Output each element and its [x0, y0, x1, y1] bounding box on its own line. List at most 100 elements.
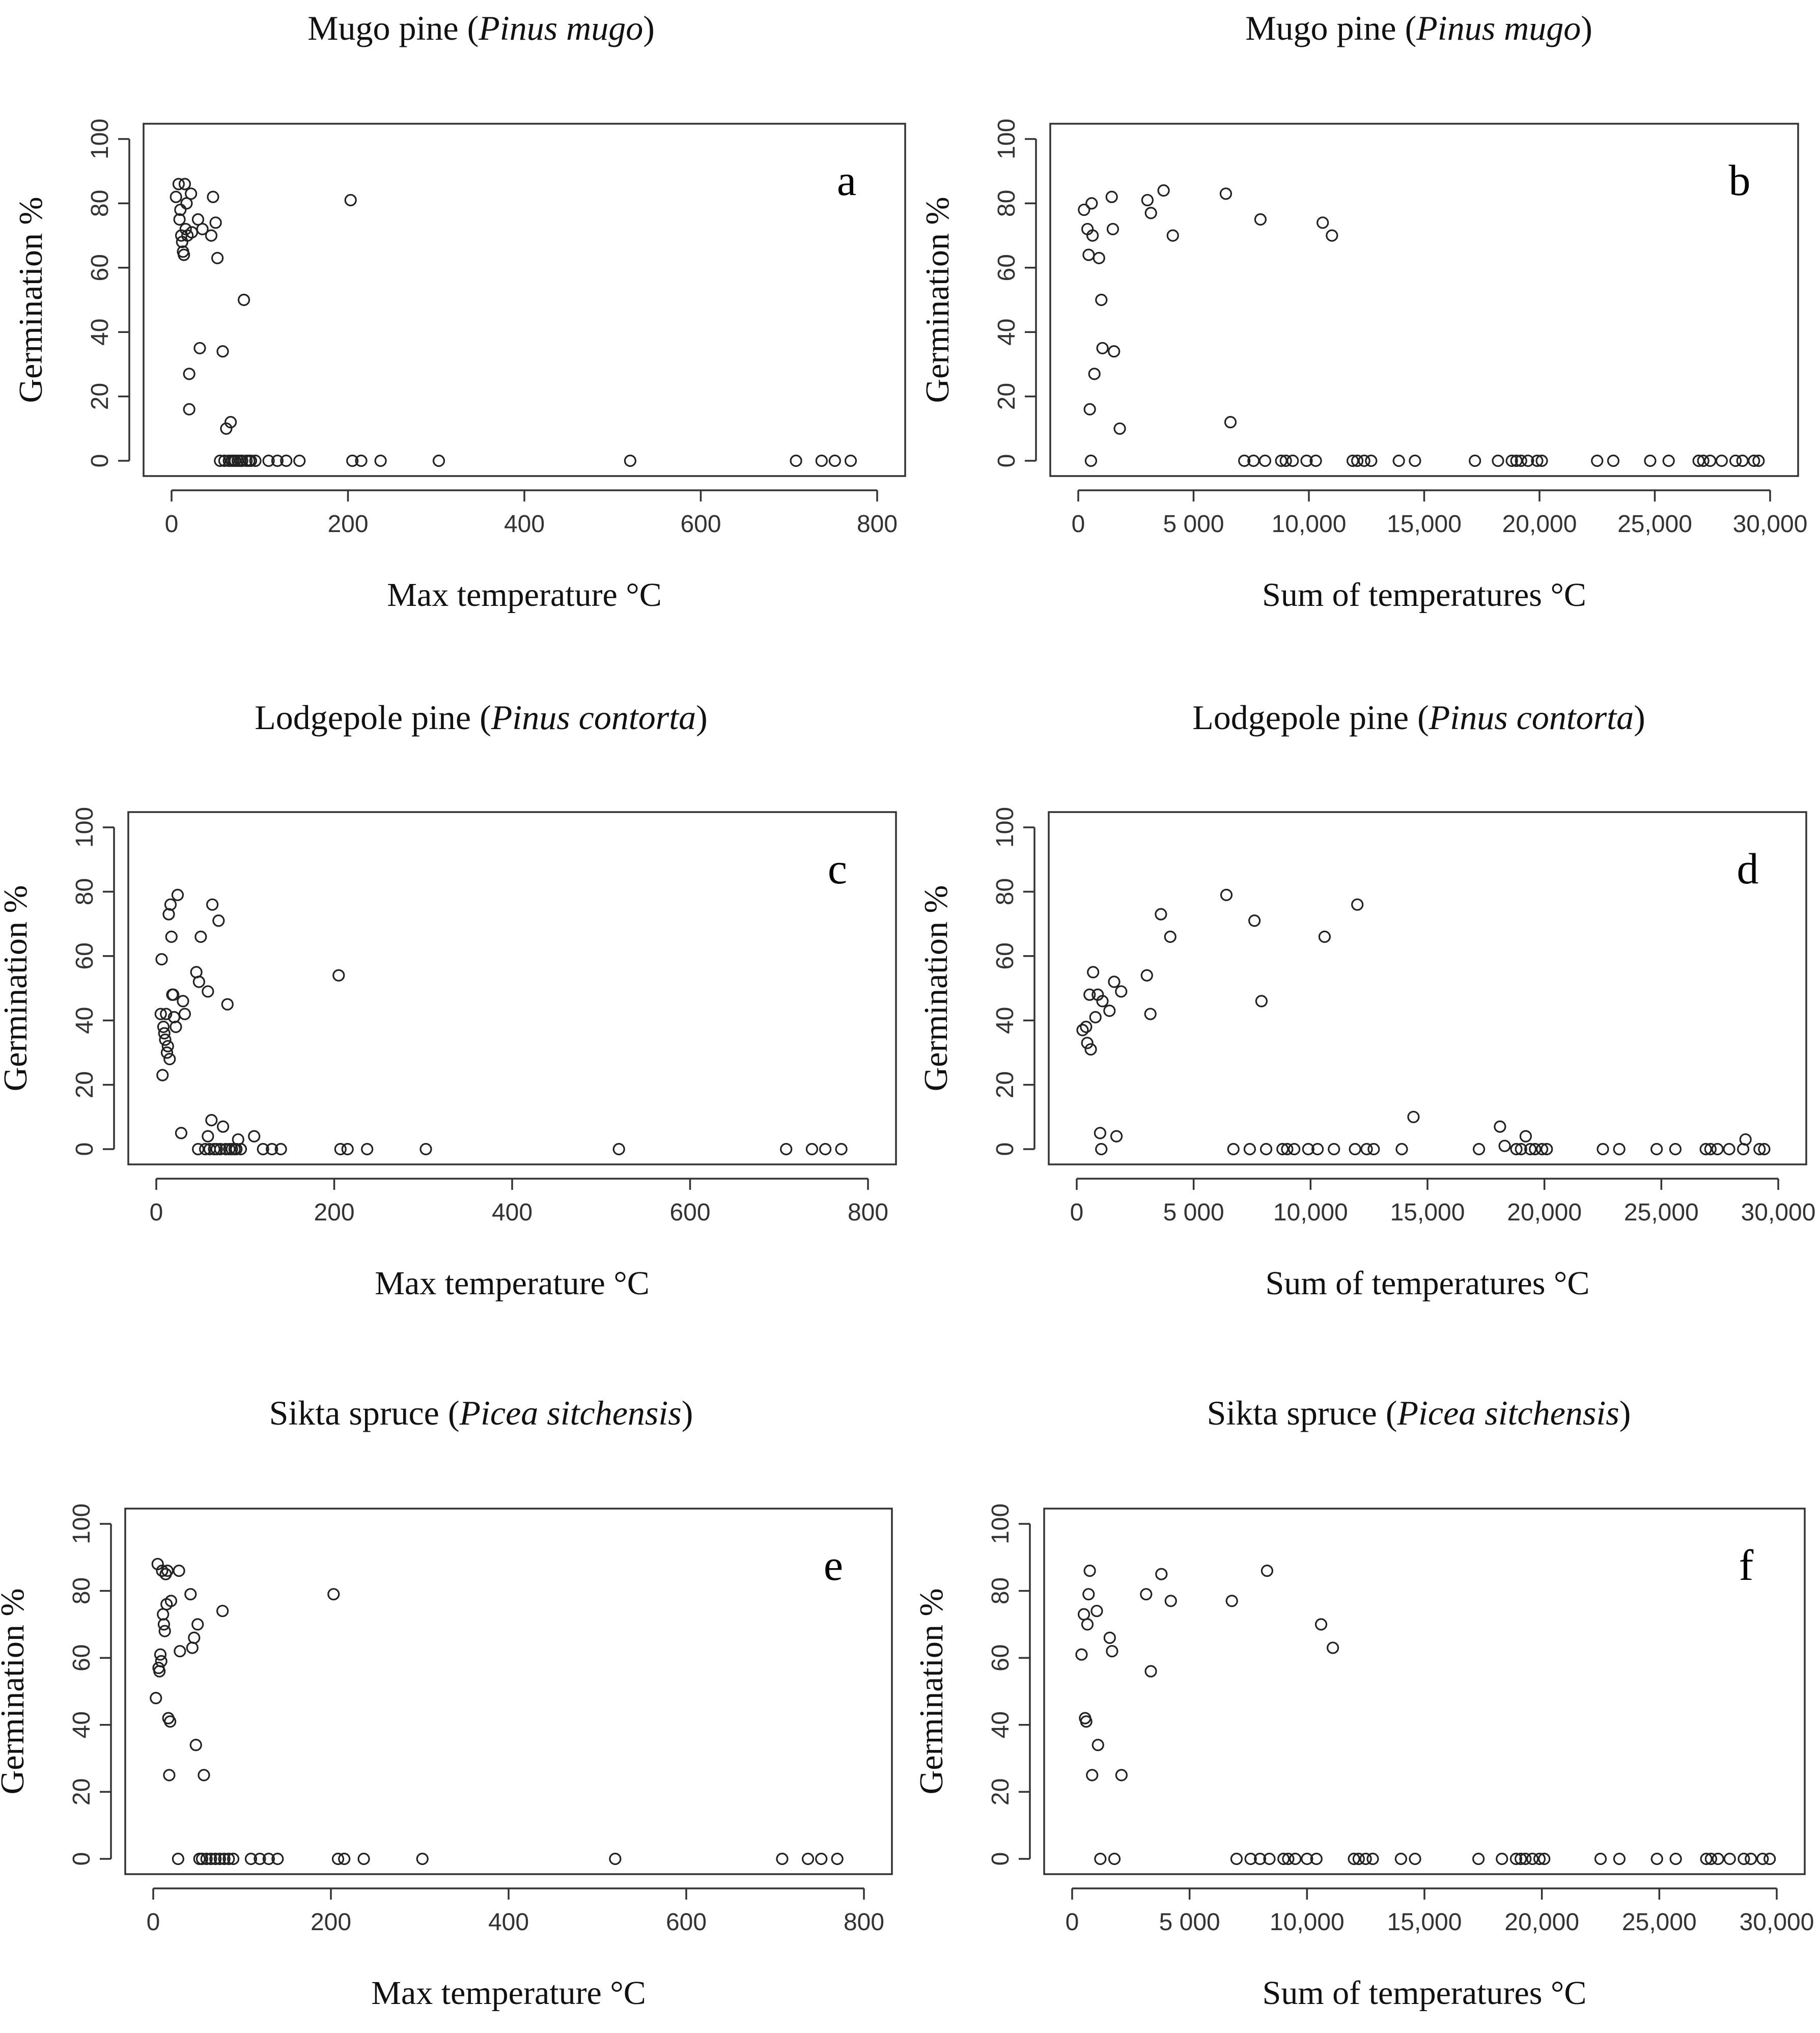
- data-point: [1094, 1127, 1107, 1139]
- y-tick-label: 100: [992, 807, 1019, 848]
- x-tick-label: 20,000: [1507, 1199, 1582, 1226]
- data-point: [1395, 1143, 1408, 1156]
- data-point: [211, 252, 224, 264]
- title-prefix: Mugo pine (: [307, 9, 479, 47]
- data-point: [179, 222, 192, 236]
- data-point: [1078, 203, 1090, 216]
- data-point: [1712, 1852, 1724, 1865]
- data-point: [374, 454, 387, 467]
- x-tick-label: 200: [327, 511, 368, 538]
- data-point: [1084, 1043, 1097, 1056]
- data-point: [331, 1852, 345, 1865]
- y-tick-label: 40: [87, 319, 114, 346]
- data-point: [780, 1143, 793, 1156]
- data-point: [624, 454, 637, 467]
- data-point: [237, 293, 250, 307]
- data-point: [1538, 1852, 1551, 1865]
- panel-a: Mugo pine (Pinus mugo) 0 200 400 600 800 0 20 40…: [12, 9, 906, 614]
- y-tick-label: 80: [992, 878, 1019, 905]
- data-point: [1309, 454, 1322, 467]
- data-point: [293, 454, 306, 467]
- x-tick-label: 15,000: [1387, 1909, 1462, 1936]
- data-point: [1736, 454, 1749, 467]
- title-prefix: Lodgepole pine (: [255, 698, 491, 737]
- data-point: [178, 248, 190, 261]
- data-point: [1281, 1143, 1294, 1156]
- data-point: [1745, 1852, 1757, 1865]
- data-point: [266, 1143, 278, 1156]
- data-point: [262, 454, 275, 467]
- data-point: [1613, 1852, 1626, 1865]
- data-point: [1349, 1143, 1361, 1156]
- data-point: [1085, 197, 1098, 210]
- data-point: [1115, 1769, 1128, 1781]
- data-point: [1258, 454, 1272, 467]
- data-point: [257, 1143, 269, 1156]
- data-point: [194, 930, 207, 943]
- data-point: [1277, 1852, 1290, 1865]
- y-tick-label: 40: [68, 1711, 95, 1738]
- panel-c: Lodgepole pine (Pinus contorta)0 200 400 60…: [0, 698, 897, 1302]
- x-tick-label: 25,000: [1624, 1199, 1699, 1226]
- data-point: [1739, 1133, 1752, 1146]
- data-points: [170, 178, 857, 467]
- x-axis-title: Sum of temperatures °C: [1266, 1265, 1590, 1302]
- y-axis-title: Germination %: [913, 1588, 950, 1794]
- data-point: [1289, 1852, 1302, 1865]
- data-point: [334, 1143, 347, 1156]
- y-tick-label: 100: [987, 1503, 1014, 1544]
- data-point: [1763, 1852, 1776, 1865]
- data-point: [1261, 1565, 1274, 1577]
- data-point: [609, 1852, 622, 1865]
- data-point: [254, 1852, 266, 1865]
- data-point: [180, 197, 193, 210]
- data-point: [157, 1608, 170, 1621]
- x-tick-label: 400: [488, 1909, 529, 1936]
- data-point: [158, 1027, 171, 1040]
- data-point: [1541, 1143, 1553, 1156]
- x-tick-label: 200: [311, 1909, 351, 1936]
- y-tick-label: 40: [993, 319, 1020, 346]
- y-tick-label: 20: [993, 383, 1020, 410]
- x-tick-label: 15,000: [1390, 1199, 1465, 1226]
- data-point: [1081, 1618, 1094, 1631]
- x-tick-label: 10,000: [1272, 511, 1347, 538]
- data-point: [1515, 454, 1527, 467]
- data-point: [178, 1008, 191, 1020]
- data-point: [1225, 1595, 1238, 1607]
- data-point: [1498, 1139, 1511, 1152]
- y-tick-label: 0: [68, 1852, 95, 1866]
- data-point: [1650, 1852, 1663, 1865]
- data-point: [212, 914, 225, 927]
- data-point: [1076, 1024, 1089, 1037]
- data-point: [1348, 1852, 1360, 1865]
- data-point: [1301, 1852, 1313, 1865]
- data-point: [192, 976, 205, 988]
- data-point: [163, 1052, 176, 1066]
- data-point: [1090, 1604, 1103, 1618]
- data-points: [1078, 184, 1765, 467]
- data-point: [1317, 216, 1329, 229]
- data-point: [1758, 1143, 1771, 1156]
- panel-title: Sikta spruce (Picea sitchensis): [269, 1394, 693, 1432]
- data-point: [172, 178, 185, 190]
- data-point: [1110, 1130, 1123, 1143]
- title-suffix: ): [682, 1394, 693, 1432]
- data-point: [419, 1143, 432, 1156]
- data-point: [248, 1130, 261, 1143]
- y-tick-label: 80: [987, 1577, 1014, 1604]
- title-prefix: Sikta spruce (: [1207, 1394, 1397, 1432]
- x-tick-label: 800: [848, 1199, 888, 1226]
- data-point: [202, 985, 214, 998]
- data-point: [1103, 1005, 1116, 1017]
- data-point: [1472, 1852, 1485, 1865]
- data-point: [1358, 454, 1370, 467]
- y-tick-label: 20: [68, 1778, 95, 1805]
- x-tick-label: 10,000: [1270, 1909, 1345, 1936]
- data-point: [1248, 914, 1261, 927]
- y-tick-label: 60: [992, 942, 1019, 969]
- y-tick-label: 40: [987, 1711, 1014, 1738]
- data-point: [1084, 454, 1098, 467]
- data-point: [1529, 1143, 1542, 1156]
- data-point: [193, 342, 206, 354]
